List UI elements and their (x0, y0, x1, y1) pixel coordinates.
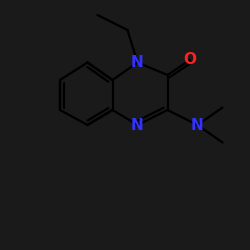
Text: N: N (131, 118, 144, 132)
Text: N: N (191, 118, 204, 132)
Text: O: O (184, 52, 196, 68)
Text: N: N (131, 55, 144, 70)
